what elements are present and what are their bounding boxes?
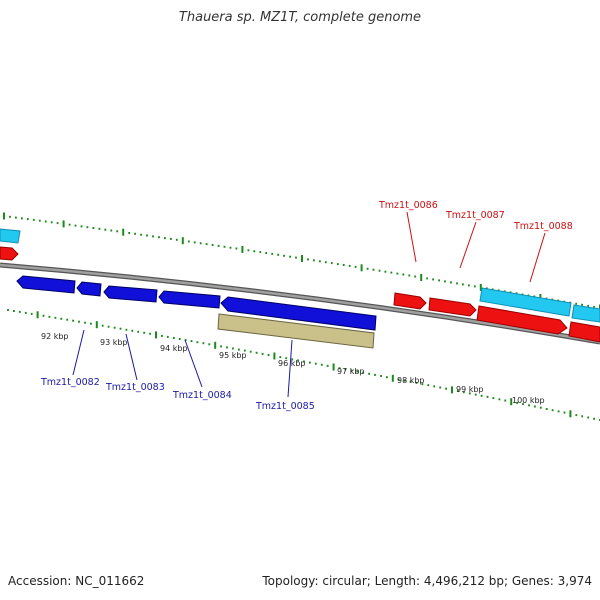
accession-text: Accession: NC_011662 — [8, 574, 145, 588]
scale-label-100kbp: 100 kbp — [512, 396, 545, 405]
gene-tmz1t-0086[interactable] — [393, 292, 427, 310]
gene-label-tmz1t-0084[interactable]: Tmz1t_0084 — [172, 390, 232, 401]
scale-label-98kbp: 98 kbp — [397, 376, 425, 385]
gene-tmz1t-0084b[interactable] — [158, 290, 221, 309]
genome-summary-text: Topology: circular; Length: 4,496,212 bp… — [262, 574, 592, 588]
gene-partial-red-right — [568, 321, 600, 343]
scale-label-94kbp: 94 kbp — [160, 344, 188, 353]
map-title: Thauera sp. MZ1T, complete genome — [178, 10, 422, 25]
gene-tmz1t-0082[interactable] — [16, 275, 76, 294]
reverse-label-leaders — [72, 329, 293, 398]
gene-label-tmz1t-0088[interactable]: Tmz1t_0088 — [513, 221, 573, 232]
gene-partial-red-left — [0, 246, 19, 261]
genome-backbone-highlight — [0, 263, 600, 344]
forward-label-leaders — [406, 211, 546, 283]
scale-label-96kbp: 96 kbp — [278, 359, 306, 368]
inner-ruler — [7, 309, 600, 421]
gene-partial-cyan-right — [571, 304, 600, 323]
gene-label-tmz1t-0086[interactable]: Tmz1t_0086 — [378, 200, 438, 211]
gene-tmz1t-0088[interactable] — [476, 305, 568, 335]
gene-tmz1t-0087-cyan[interactable] — [479, 287, 572, 317]
gene-tmz1t-0085-feature[interactable] — [217, 313, 375, 349]
gene-label-tmz1t-0085[interactable]: Tmz1t_0085 — [255, 401, 315, 412]
gene-tmz1t-0085-cds[interactable] — [220, 296, 377, 331]
scale-label-93kbp: 93 kbp — [100, 338, 128, 347]
scale-label-99kbp: 99 kbp — [456, 385, 484, 394]
gene-tmz1t-0084[interactable] — [103, 285, 158, 303]
scale-label-95kbp: 95 kbp — [219, 351, 247, 360]
gene-label-tmz1t-0083[interactable]: Tmz1t_0083 — [105, 382, 165, 393]
scale-label-92kbp: 92 kbp — [41, 332, 69, 341]
scale-label-97kbp: 97 kbp — [337, 367, 365, 376]
gene-tmz1t-0087-red[interactable] — [428, 297, 477, 317]
gene-partial-cyan-left — [0, 228, 21, 244]
gene-label-tmz1t-0082[interactable]: Tmz1t_0082 — [40, 377, 100, 388]
gene-tmz1t-0083[interactable] — [76, 281, 102, 297]
gene-label-tmz1t-0087[interactable]: Tmz1t_0087 — [445, 210, 505, 221]
